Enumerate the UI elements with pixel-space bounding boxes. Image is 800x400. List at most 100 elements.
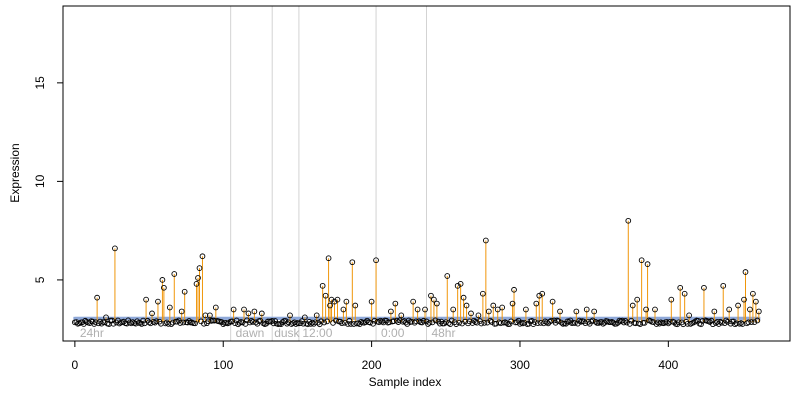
- peak-point: [490, 302, 497, 309]
- peak-point: [457, 281, 464, 287]
- baseline-point: [98, 320, 105, 327]
- baseline-point: [723, 317, 730, 324]
- peak-point: [193, 281, 200, 287]
- peak-point: [181, 288, 188, 295]
- baseline-point: [448, 317, 455, 324]
- peak-point: [668, 296, 675, 303]
- x-tick-label: 0: [72, 358, 79, 372]
- baseline-point: [153, 318, 160, 325]
- peak-point: [327, 302, 333, 309]
- baseline-point: [754, 317, 761, 324]
- baseline-point: [555, 318, 562, 324]
- peak-point: [450, 306, 457, 313]
- peak-point: [625, 217, 632, 224]
- peak-point: [742, 269, 749, 275]
- baseline-point: [345, 321, 351, 327]
- peak-point: [431, 296, 437, 303]
- segment-label-1: dawn: [236, 326, 265, 340]
- baseline-point: [692, 318, 698, 325]
- peak-point: [301, 314, 308, 321]
- baseline-point: [109, 317, 115, 324]
- peak-point: [368, 298, 375, 305]
- peak-point: [643, 306, 649, 313]
- peak-point: [741, 296, 747, 303]
- baseline-point: [478, 320, 485, 327]
- baseline-point: [239, 319, 246, 326]
- peak-point: [94, 294, 100, 301]
- peak-point: [103, 314, 109, 321]
- peak-point: [533, 300, 540, 307]
- peak-point: [523, 306, 529, 313]
- spike-stems: [96, 220, 760, 323]
- baseline-point: [534, 320, 541, 327]
- baseline-point: [134, 318, 141, 325]
- peak-point: [199, 253, 206, 260]
- peak-point: [686, 312, 692, 319]
- peak-point: [652, 306, 658, 313]
- baseline-point: [186, 318, 192, 324]
- baseline-point: [432, 317, 439, 324]
- data-points: [72, 217, 762, 328]
- peak-point: [258, 310, 265, 317]
- peak-point: [251, 308, 258, 315]
- peak-point: [398, 312, 405, 319]
- peak-point: [349, 259, 356, 266]
- peak-point: [735, 302, 741, 309]
- peak-point: [343, 298, 350, 305]
- baseline-point: [574, 320, 581, 327]
- baseline-point: [456, 319, 462, 326]
- peak-point: [644, 261, 651, 267]
- peak-point: [245, 310, 252, 317]
- peak-point: [677, 284, 684, 291]
- peak-point: [155, 298, 161, 305]
- peak-point: [196, 265, 203, 271]
- peak-point: [322, 292, 329, 299]
- y-tick-label: 10: [33, 174, 47, 188]
- peak-point: [460, 294, 467, 301]
- peak-point: [573, 308, 580, 315]
- peak-point: [750, 290, 756, 297]
- baseline-point: [708, 317, 715, 324]
- peak-point: [207, 312, 213, 319]
- peak-point: [509, 300, 516, 307]
- baseline-point: [709, 321, 716, 328]
- peak-point: [161, 284, 167, 291]
- baseline-point: [192, 320, 198, 327]
- x-tick-label: 100: [213, 358, 233, 372]
- peak-point: [511, 286, 517, 293]
- peak-point: [352, 302, 359, 309]
- baseline-point: [324, 318, 330, 325]
- baseline-point: [404, 321, 411, 327]
- peak-point: [171, 271, 178, 277]
- peak-point: [711, 308, 718, 315]
- baseline-point: [641, 320, 648, 326]
- baseline-point: [110, 320, 117, 327]
- baseline-point: [82, 317, 89, 324]
- peak-point: [549, 298, 556, 305]
- baseline-point: [393, 317, 400, 324]
- peak-point: [410, 298, 416, 305]
- peak-point: [434, 300, 440, 307]
- x-tick-label: 200: [362, 358, 382, 372]
- baseline-point: [339, 320, 345, 327]
- segment-labels: 24hr dawn dusk 12:00 0:00 48hr: [80, 326, 456, 340]
- baseline-point: [168, 321, 175, 327]
- segment-label-5: 48hr: [431, 326, 455, 340]
- baseline-point: [548, 317, 554, 324]
- baseline-point: [342, 319, 348, 326]
- baseline-point: [698, 321, 704, 328]
- baseline-point: [315, 319, 322, 326]
- peak-point: [634, 296, 641, 303]
- peak-point: [701, 284, 707, 291]
- baseline-point: [282, 318, 289, 324]
- peak-point: [313, 312, 320, 319]
- baseline-point: [321, 319, 327, 326]
- peak-point: [112, 245, 118, 252]
- baseline-point: [748, 319, 755, 326]
- peak-point: [392, 300, 399, 307]
- peak-point: [499, 304, 506, 311]
- y-axis: 5 10 15: [33, 76, 63, 283]
- segment-label-2: dusk: [274, 326, 300, 340]
